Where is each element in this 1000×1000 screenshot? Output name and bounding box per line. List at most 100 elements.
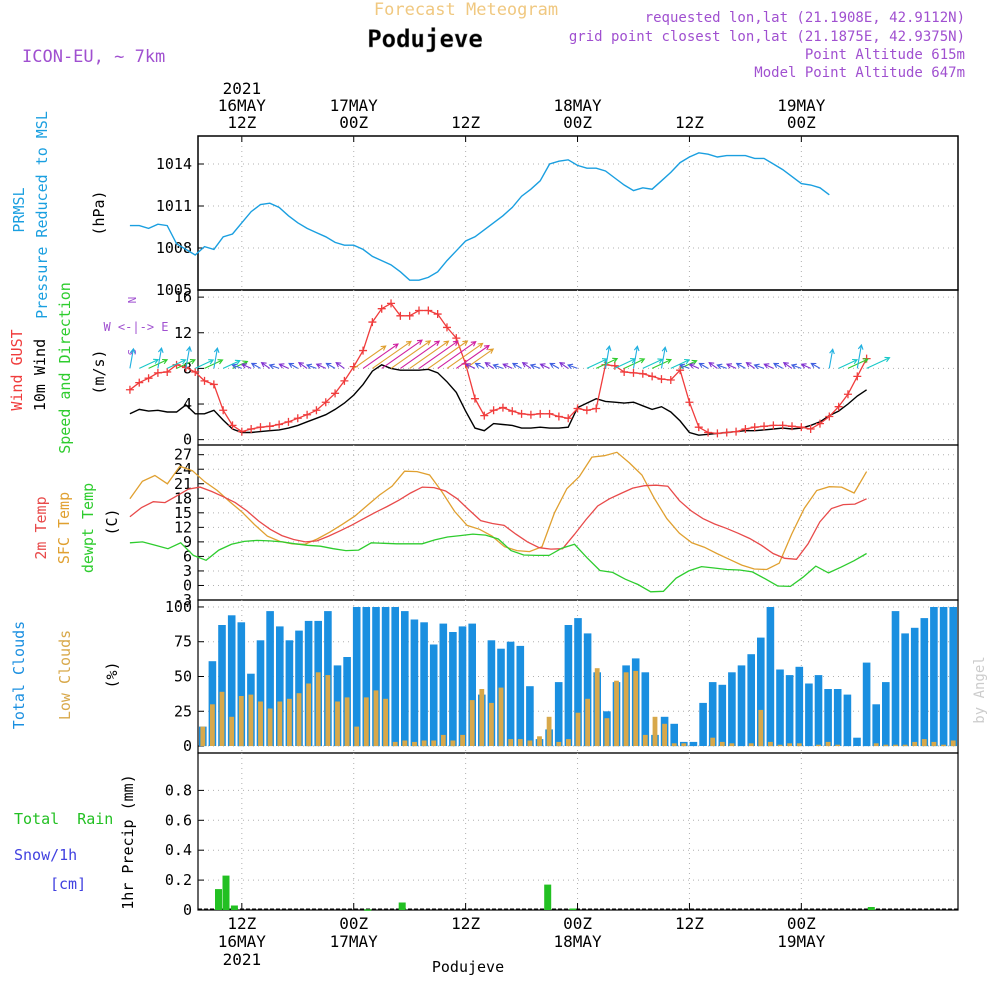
total-cloud-bar xyxy=(285,640,294,746)
gust-marker xyxy=(694,423,703,432)
total-cloud-bar xyxy=(468,623,476,746)
gust-marker xyxy=(424,306,433,315)
gust-marker xyxy=(209,380,218,389)
pressure-ytick-label: 1008 xyxy=(156,239,192,257)
wind-direction-arrow xyxy=(315,363,327,369)
wind-direction-arrow xyxy=(157,346,164,369)
cloud-unit: (%) xyxy=(103,661,121,688)
precip-frame xyxy=(197,752,959,911)
precip-labels: Total Rain Snow/1h [cm] 1hr Precip (mm) xyxy=(14,774,137,909)
gust-marker xyxy=(247,424,256,433)
top-time-label: 17MAY xyxy=(330,96,379,115)
clouds-ytick-label: 25 xyxy=(174,702,192,720)
low-cloud-bar xyxy=(758,709,764,747)
wind-direction-arrow xyxy=(372,340,412,369)
low-cloud-bar xyxy=(296,693,302,747)
low-cloud-bar xyxy=(354,726,360,747)
gust-marker xyxy=(312,406,321,415)
wind-direction-arrow xyxy=(790,363,802,370)
rain-bar xyxy=(215,889,222,910)
wind-direction-arrow xyxy=(213,346,220,369)
wind-direction-arrow xyxy=(521,362,532,369)
low-cloud-bar xyxy=(431,740,437,747)
wind-direction-arrow xyxy=(511,362,522,369)
gust-marker xyxy=(228,421,237,430)
total-cloud-bar xyxy=(352,607,361,747)
total-cloud-bar xyxy=(882,682,890,747)
gust-marker xyxy=(815,419,824,428)
gust-marker xyxy=(340,376,349,385)
total-cloud-bar xyxy=(708,682,717,747)
total-cloud-bar xyxy=(718,684,727,746)
low-cloud-bar xyxy=(267,708,273,747)
wind-direction-arrow xyxy=(539,363,550,369)
top-time-label: 12Z xyxy=(227,113,256,132)
gust-marker xyxy=(303,410,312,419)
gust-marker xyxy=(191,367,200,376)
wind-ytick-label: 0 xyxy=(183,431,192,449)
wind-direction-arrow xyxy=(381,339,423,369)
temp-ytick-label: 15 xyxy=(174,504,192,522)
clouds-ytick-label: 50 xyxy=(174,668,192,686)
temp-ytick-label: 6 xyxy=(183,547,192,565)
precip-ytick-label: 0.8 xyxy=(165,781,192,799)
precip-bars xyxy=(198,875,958,911)
rain-bar xyxy=(867,907,875,910)
wind-direction-arrow xyxy=(502,363,513,369)
total-cloud-bar xyxy=(420,622,428,747)
total-cloud-bar xyxy=(766,607,775,747)
temp-ytick-label: 18 xyxy=(174,489,192,507)
top-time-label: 00Z xyxy=(339,113,368,132)
total-cloud-bar xyxy=(814,675,823,746)
gust-marker xyxy=(573,404,582,413)
model-label: ICON-EU, ~ 7km xyxy=(22,47,165,67)
gust-marker xyxy=(797,423,806,432)
low-cloud-bar xyxy=(777,744,783,747)
total-cloud-bar xyxy=(218,625,226,746)
low-cloud-bar xyxy=(652,716,658,746)
temp-2m-line xyxy=(129,484,867,560)
pressure-ytick-label: 1005 xyxy=(156,281,192,299)
low-cloud-bar xyxy=(931,741,937,747)
total-cloud-bar xyxy=(506,641,515,746)
total-cloud-bar xyxy=(776,669,784,746)
low-cloud-bar xyxy=(287,698,292,747)
wind-direction-arrow xyxy=(651,358,673,369)
gust-marker xyxy=(750,423,759,432)
meteogram-title: Forecast Meteogram xyxy=(374,0,558,20)
bottom-time-label: 18MAY xyxy=(553,932,602,951)
gust-marker xyxy=(396,311,405,320)
precip-ytick-label: 0.4 xyxy=(165,841,192,859)
low-cloud-bar xyxy=(642,734,648,746)
gust-marker xyxy=(806,424,815,433)
total-cloud-bar xyxy=(237,622,246,747)
top-time-label: 19MAY xyxy=(777,96,826,115)
wind-direction-arrow xyxy=(437,341,477,369)
total-cloud-bar xyxy=(362,607,371,747)
low-cloud-bar xyxy=(614,680,619,747)
low-cloud-bar xyxy=(373,690,379,746)
clouds-ytick-label: 75 xyxy=(174,633,192,651)
gust-marker xyxy=(741,424,750,433)
low-cloud-bar xyxy=(883,744,889,747)
pressure-labels: PRMSL Pressure Reduced to MSL (hPa) xyxy=(10,111,108,319)
wind-direction-arrow xyxy=(753,363,765,370)
low-cloud-bar xyxy=(893,744,898,747)
wind-direction-arrow xyxy=(773,362,783,369)
wind-direction-arrow xyxy=(455,344,490,369)
gust-marker xyxy=(620,367,629,376)
wind-direction-arrow xyxy=(231,363,242,370)
wind-compass: W <-|-> E xyxy=(103,320,168,334)
wind-direction-arrow xyxy=(567,363,578,370)
low-cloud-bar xyxy=(575,712,581,747)
gust-marker xyxy=(237,427,246,436)
low-cloud-bar xyxy=(556,741,562,747)
top-time-label: 12Z xyxy=(675,113,704,132)
gust-marker xyxy=(713,429,722,438)
temp-ytick-label: 12 xyxy=(174,518,192,536)
gust-marker xyxy=(704,428,713,437)
gust-marker xyxy=(592,404,601,413)
low-cloud-bar xyxy=(421,740,427,747)
wind-direction-arrow xyxy=(632,345,640,369)
